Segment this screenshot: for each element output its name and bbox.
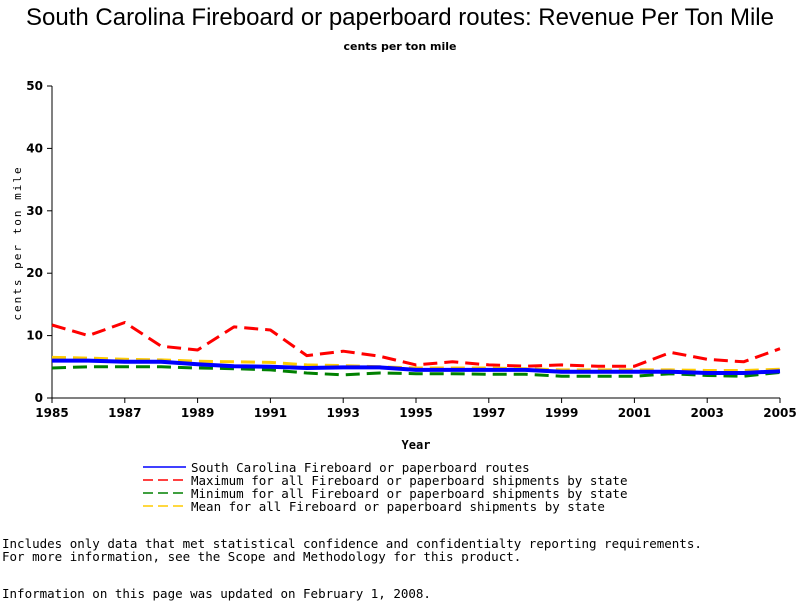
tick-labels: 0 10 20 30 40 50 1985 1987 1989 1991 1993 1995 1997 1… (26, 79, 796, 420)
legend: South Carolina Fireboard or paperboard r… (143, 460, 628, 514)
legend-label-3: Mean for all Fireboard or paperboard shi… (191, 499, 605, 514)
series-line-2 (51, 365, 781, 378)
chart-subtitle: cents per ton mile (343, 40, 457, 53)
note-confidence: Includes only data that met statistical … (2, 536, 702, 551)
y-tick-label: 30 (26, 204, 43, 218)
x-axis-title: Year (402, 438, 431, 452)
y-axis-title: cents per ton mile (11, 165, 24, 320)
x-tick-label: 1993 (326, 406, 359, 420)
series-lines (51, 321, 781, 378)
y-tick-label: 0 (35, 391, 43, 405)
x-tick-label: 2003 (690, 406, 723, 420)
x-tick-label: 1999 (545, 406, 578, 420)
y-tick-label: 50 (26, 79, 43, 93)
x-tick-label: 2001 (618, 406, 651, 420)
x-tick-label: 1997 (472, 406, 505, 420)
series-line-0 (52, 358, 781, 375)
y-tick-label: 40 (26, 141, 43, 155)
x-tick-label: 1991 (254, 406, 287, 420)
x-tick-label: 2005 (763, 406, 796, 420)
note-updated: Information on this page was updated on … (2, 586, 431, 601)
legend-label-1: Maximum for all Fireboard or paperboard … (191, 473, 628, 488)
x-tick-label: 1989 (181, 406, 214, 420)
x-tick-label: 1985 (35, 406, 68, 420)
legend-label-0: South Carolina Fireboard or paperboard r… (191, 460, 530, 475)
x-tick-label: 1987 (108, 406, 141, 420)
note-methodology: For more information, see the Scope and … (2, 549, 522, 564)
y-tick-label: 20 (26, 266, 43, 280)
legend-label-2: Minimum for all Fireboard or paperboard … (191, 486, 628, 501)
x-tick-label: 1995 (399, 406, 432, 420)
axes (47, 85, 781, 403)
series-line-1 (51, 321, 781, 368)
chart-title: South Carolina Fireboard or paperboard r… (26, 4, 774, 31)
y-tick-label: 10 (26, 329, 43, 343)
